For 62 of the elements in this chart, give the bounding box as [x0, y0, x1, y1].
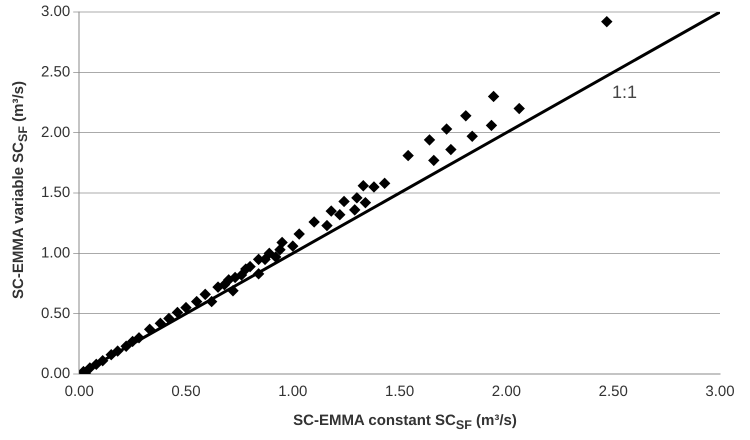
point: [84, 362, 96, 374]
y-tick-label: 0.00: [40, 365, 70, 382]
point: [276, 236, 288, 248]
x-axis-title: SC-EMMA constant SC$_{SF}$ (m³/s): [292, 412, 518, 432]
x-tick-label: 2.50: [598, 383, 628, 400]
point: [326, 206, 337, 217]
point: [127, 336, 138, 347]
annotation: 1:1: [612, 82, 638, 103]
point: [424, 134, 435, 146]
point: [294, 228, 305, 240]
point: [191, 296, 202, 308]
point: [445, 144, 456, 156]
point: [253, 268, 264, 280]
point: [514, 103, 525, 114]
y-tick-label: 2.00: [40, 124, 70, 141]
point: [97, 355, 108, 366]
x-tick-label: 0.50: [171, 383, 201, 400]
point: [460, 110, 472, 122]
point: [351, 192, 362, 204]
y-tick-label: 1.00: [40, 244, 70, 262]
point: [144, 324, 156, 335]
point: [120, 340, 132, 352]
y-tick-label: 3.00: [40, 3, 70, 20]
point: [264, 248, 275, 259]
point: [206, 296, 218, 308]
point: [601, 16, 612, 28]
y-tick-label: 1.50: [40, 184, 70, 202]
point: [180, 302, 192, 314]
x-tick-label: 3.00: [705, 383, 735, 400]
point: [112, 346, 124, 357]
point: [270, 251, 282, 262]
point: [466, 130, 478, 142]
point: [236, 270, 248, 281]
point: [172, 306, 183, 318]
point: [338, 196, 350, 207]
x-tick-label: 1.00: [278, 383, 308, 400]
point: [486, 120, 497, 131]
point: [368, 181, 380, 192]
point: [200, 288, 211, 300]
y-tick-label: 0.50: [40, 304, 70, 322]
x-tick-label: 0.00: [64, 383, 94, 400]
point: [287, 240, 298, 252]
point: [428, 154, 440, 166]
point: [90, 358, 102, 370]
x-tick-label: 2.00: [492, 383, 521, 400]
point: [488, 90, 500, 102]
point: [402, 150, 414, 162]
x-tick-label: 1.50: [384, 383, 414, 400]
point: [308, 216, 320, 228]
point: [154, 318, 166, 329]
point: [134, 332, 145, 344]
point: [106, 349, 117, 360]
point: [334, 209, 346, 220]
point: [227, 285, 238, 296]
point: [358, 180, 369, 192]
point: [163, 312, 174, 324]
point: [441, 124, 452, 135]
point: [360, 197, 371, 208]
point: [321, 220, 332, 232]
point: [379, 178, 390, 189]
point: [349, 204, 360, 216]
y-tick-label: 2.50: [40, 63, 70, 80]
